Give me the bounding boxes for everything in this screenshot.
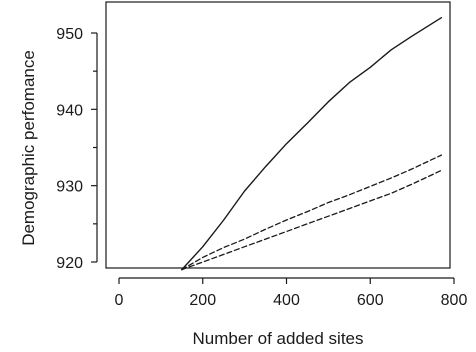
series-line-2 xyxy=(181,154,443,271)
x-axis-label: Number of added sites xyxy=(192,329,363,348)
series-layer xyxy=(181,17,443,271)
y-tick-label: 920 xyxy=(56,255,83,272)
series-line-3 xyxy=(181,169,443,271)
x-tick-label: 0 xyxy=(115,292,124,309)
y-tick-label: 940 xyxy=(56,102,83,119)
plot-frame xyxy=(105,1,451,269)
y-axis: 920 930 940 950 xyxy=(56,26,98,272)
x-tick-label: 800 xyxy=(441,292,468,309)
x-tick-label: 600 xyxy=(357,292,384,309)
y-axis-label: Demographic perfomance xyxy=(19,50,38,246)
x-tick-label: 400 xyxy=(273,292,300,309)
y-tick-label: 930 xyxy=(56,179,83,196)
x-tick-label: 200 xyxy=(189,292,216,309)
series-line-1 xyxy=(181,17,443,271)
y-tick-label: 950 xyxy=(56,26,83,43)
x-axis: 0 200 400 600 800 xyxy=(115,277,468,309)
